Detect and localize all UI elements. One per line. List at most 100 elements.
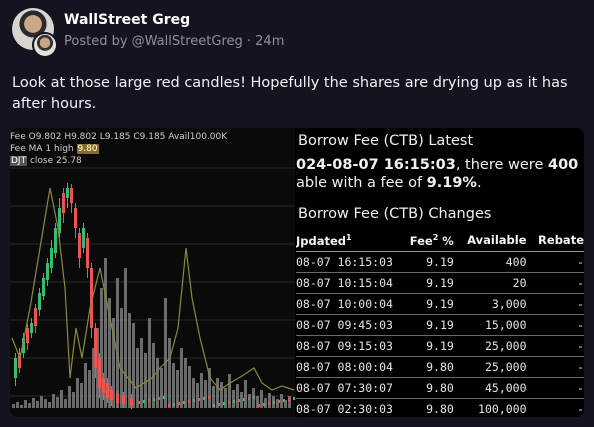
- volume-bar: [148, 318, 151, 408]
- cell-rebate: -: [526, 398, 584, 417]
- cell-fee: 9.19: [401, 251, 460, 273]
- candle-body: [248, 397, 250, 400]
- volume-bar: [52, 394, 55, 408]
- cell-available: 400: [459, 251, 527, 273]
- volume-bar: [20, 405, 23, 408]
- candle-body: [288, 398, 290, 401]
- candle-body: [34, 308, 37, 326]
- volume-bar: [100, 288, 103, 408]
- legend-fee-ma: Fee MA 1 high 9.80: [10, 143, 227, 155]
- candle-body: [168, 404, 170, 407]
- volume-bar: [188, 366, 191, 408]
- author-badge-avatar[interactable]: [32, 32, 58, 58]
- volume-bar: [232, 390, 235, 408]
- legend-symbol: DJT: [10, 156, 28, 166]
- table-row: 08-07 02:30:03 9.80 100,000-: [296, 398, 584, 417]
- cell-updated: 08-07 02:30:03: [296, 398, 402, 417]
- cell-available: 25,000: [459, 356, 527, 378]
- latest-fee: 9.19%: [426, 175, 477, 191]
- candle-body: [258, 404, 260, 407]
- candle-body: [122, 396, 125, 404]
- cell-rebate: -: [526, 293, 584, 315]
- candle-body: [30, 323, 33, 333]
- cell-rebate: -: [526, 272, 584, 294]
- cell-available: 25,000: [459, 335, 527, 357]
- candle-body: [293, 397, 295, 400]
- candle-body: [110, 390, 113, 400]
- volume-bar: [80, 383, 83, 408]
- post-image[interactable]: Fee O9.802 H9.802 L9.185 C9.185 Avail100…: [10, 128, 584, 417]
- latest-summary-line2: able with a fee of 9.19%.: [296, 175, 482, 191]
- cell-available: 15,000: [459, 314, 527, 336]
- volume-bar: [136, 348, 139, 408]
- volume-bar: [168, 338, 171, 408]
- borrow-fee-table: Jpdated1 Fee2 % Available Rebate 08-07 1…: [296, 229, 584, 417]
- volume-bar: [256, 396, 259, 408]
- volume-bar: [88, 370, 91, 408]
- cell-updated: 08-07 07:30:07: [296, 377, 402, 399]
- candle-body: [14, 358, 17, 378]
- cell-available: 100,000: [459, 398, 527, 417]
- latest-title: Borrow Fee (CTB) Latest: [298, 133, 474, 149]
- volume-bar: [160, 368, 163, 408]
- volume-bar: [32, 398, 35, 408]
- volume-bar: [156, 358, 159, 408]
- volume-bar: [144, 353, 147, 408]
- candle-body: [143, 400, 145, 403]
- volume-bar: [184, 358, 187, 408]
- cell-fee: 9.19: [401, 335, 460, 357]
- table-row: 08-07 16:15:03 9.19 400-: [296, 251, 584, 273]
- volume-bar: [40, 396, 43, 408]
- candle-body: [106, 383, 109, 398]
- volume-bar: [60, 390, 63, 408]
- cell-rebate: -: [526, 251, 584, 273]
- candle-body: [273, 401, 275, 404]
- cell-updated: 08-07 08:00:04: [296, 356, 402, 378]
- volume-bar: [284, 400, 287, 408]
- candle-body: [233, 400, 235, 403]
- candle-body: [38, 293, 41, 310]
- volume-bar: [180, 348, 183, 408]
- table-row: 08-07 09:45:03 9.19 15,000-: [296, 314, 584, 336]
- candle-body: [18, 353, 21, 368]
- volume-bar: [216, 378, 219, 408]
- legend-close: DJT close 25.78: [10, 155, 227, 167]
- cell-updated: 08-07 09:15:03: [296, 335, 402, 357]
- price-chart: Fee O9.802 H9.802 L9.185 C9.185 Avail100…: [10, 128, 295, 417]
- author-name[interactable]: WallStreet Greg: [64, 12, 191, 28]
- latest-date: 024-08-07 16:15:03: [296, 157, 456, 173]
- latest-text-mid: , there were: [455, 157, 548, 173]
- candle-body: [208, 396, 210, 399]
- col-fee-label: Fee: [409, 233, 433, 248]
- volume-bar: [84, 363, 87, 408]
- cell-rebate: -: [526, 335, 584, 357]
- cell-rebate: -: [526, 356, 584, 378]
- cell-fee: 9.19: [401, 293, 460, 315]
- volume-bar: [280, 394, 283, 408]
- candle-body: [102, 378, 105, 393]
- volume-bar: [192, 378, 195, 408]
- candle-body: [62, 193, 65, 213]
- cell-updated: 08-07 10:15:04: [296, 272, 402, 294]
- candle-body: [116, 393, 119, 403]
- candle-body: [98, 358, 101, 388]
- col-fee: Fee2 %: [401, 229, 460, 252]
- latest-summary-line1: 024-08-07 16:15:03, there were 400: [296, 157, 578, 173]
- legend-fee-ma-value: 9.80: [76, 144, 99, 154]
- candle-body: [66, 188, 69, 198]
- chart-canvas: [10, 167, 295, 409]
- volume-bar: [76, 378, 79, 408]
- post-text: Look at those large red candles! Hopeful…: [12, 75, 568, 112]
- changes-title: Borrow Fee (CTB) Changes: [298, 206, 492, 222]
- volume-bar: [164, 298, 167, 408]
- fee-line: [11, 187, 295, 391]
- volume-bar: [128, 313, 131, 408]
- table-row: 08-07 08:00:04 9.80 25,000-: [296, 356, 584, 378]
- volume-bar: [212, 386, 215, 408]
- cell-available: 20: [459, 272, 527, 294]
- cell-fee: 9.19: [401, 314, 460, 336]
- volume-bar: [224, 388, 227, 408]
- candle-body: [228, 401, 230, 404]
- volume-bar: [44, 399, 47, 408]
- volume-bar: [68, 386, 71, 408]
